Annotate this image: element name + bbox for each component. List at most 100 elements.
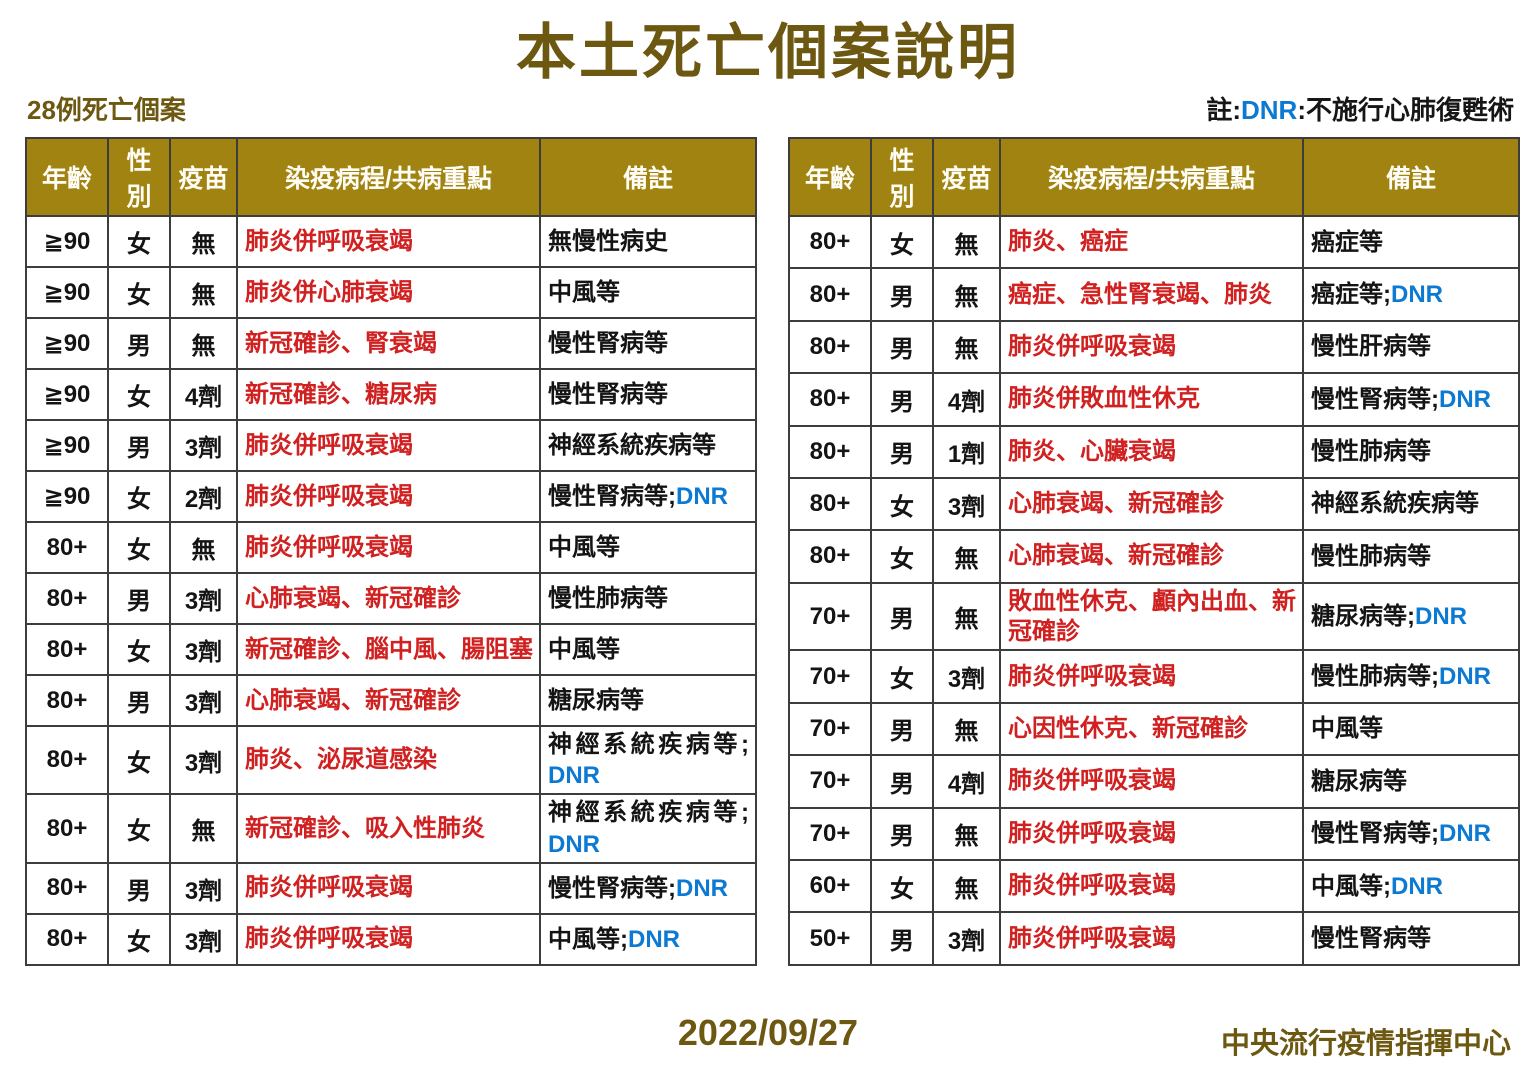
cell-sex: 男	[870, 754, 934, 809]
cell-vaccine: 3劑	[932, 476, 1001, 532]
table-row: 80+ 男 3劑 肺炎併呼吸衰竭 慢性腎病等;DNR	[25, 861, 757, 915]
cell-age: 50+	[788, 911, 872, 966]
cell-age: 80+	[788, 529, 872, 584]
table-row: ≧90 女無肺炎併心肺衰竭 中風等	[25, 266, 757, 319]
cell-course: 心肺衰竭、新冠確診	[236, 572, 541, 625]
cell-course: 肺炎併呼吸衰竭	[236, 215, 541, 268]
cell-age: 60+	[788, 858, 872, 914]
cell-course: 肺炎併敗血性休克	[999, 372, 1304, 427]
cell-sex: 女	[870, 529, 934, 584]
cell-remark: 神經系統疾病等; DNR	[539, 793, 757, 864]
cell-age: 70+	[788, 649, 872, 704]
cell-course: 肺炎併呼吸衰竭	[999, 319, 1304, 375]
cell-vaccine: 無	[169, 317, 238, 370]
cell-course: 肺炎併呼吸衰竭	[999, 649, 1304, 704]
table-row: 80+ 男無肺炎併呼吸衰竭 慢性肝病等	[788, 319, 1520, 375]
dnr-note-prefix: 註:	[1206, 95, 1241, 125]
cell-remark: 慢性腎病等;DNR	[1302, 806, 1520, 861]
cell-age: 80+	[25, 912, 109, 966]
cell-sex: 女	[870, 214, 934, 270]
cell-age: ≧90	[25, 215, 109, 268]
dnr-flag: DNR	[676, 482, 728, 510]
cell-sex: 女	[107, 368, 171, 421]
cell-remark: 中風等	[539, 266, 757, 319]
table-row: 60+ 女無肺炎併呼吸衰竭 中風等;DNR	[788, 858, 1520, 914]
remark-text: 神經系統疾病等;	[548, 731, 749, 758]
cell-course: 肺炎併呼吸衰竭	[999, 754, 1304, 809]
dnr-flag: DNR	[548, 762, 600, 790]
cell-age: 80+	[788, 319, 872, 375]
remark-text: 癌症等	[1311, 228, 1383, 256]
table-row: ≧90 男無新冠確診、腎衰竭 慢性腎病等	[25, 317, 757, 370]
cell-remark: 神經系統疾病等; DNR	[539, 724, 757, 796]
table-row: 80+ 女 3劑 心肺衰竭、新冠確診 神經系統疾病等	[788, 476, 1520, 532]
cell-course: 肺炎、癌症	[999, 214, 1304, 270]
cell-vaccine: 4劑	[932, 372, 1001, 427]
dnr-flag: DNR	[1439, 385, 1491, 413]
table-row: 80+ 女無肺炎併呼吸衰竭 中風等	[25, 521, 757, 574]
cell-course: 新冠確診、吸入性肺炎	[236, 793, 541, 864]
table-row: 80+ 男 3劑 心肺衰竭、新冠確診 慢性肺病等	[25, 572, 757, 625]
column-header: 備註	[1302, 137, 1520, 217]
cell-sex: 女	[870, 476, 934, 532]
remark-text: 中風等;	[1311, 872, 1391, 900]
cell-sex: 男	[870, 372, 934, 427]
cell-sex: 女	[107, 793, 171, 864]
cell-sex: 女	[107, 623, 171, 676]
cell-remark: 慢性腎病等;DNR	[539, 470, 757, 523]
cell-sex: 男	[870, 701, 934, 757]
remark-text: 中風等	[1311, 715, 1383, 743]
cell-vaccine: 無	[932, 214, 1001, 270]
cell-age: ≧90	[25, 419, 109, 472]
table-row: 80+ 男無癌症、急性腎衰竭、肺炎 癌症等;DNR	[788, 267, 1520, 322]
cell-remark: 慢性肺病等	[539, 572, 757, 625]
table-row: 80+ 女 3劑 肺炎併呼吸衰竭 中風等;DNR	[25, 912, 757, 966]
cell-sex: 男	[107, 317, 171, 370]
table-row: ≧90 女無肺炎併呼吸衰竭 無慢性病史	[25, 215, 757, 268]
dnr-flag: DNR	[628, 925, 680, 953]
cell-sex: 男	[870, 267, 934, 322]
cell-vaccine: 3劑	[169, 419, 238, 472]
cell-remark: 中風等;DNR	[539, 912, 757, 966]
cell-vaccine: 無	[932, 581, 1001, 652]
cell-course: 肺炎、泌尿道感染	[236, 724, 541, 796]
header-row: 年齡 性別 疫苗 染疫病程/共病重點 備註	[25, 137, 757, 217]
cell-age: 80+	[788, 476, 872, 532]
cell-vaccine: 3劑	[169, 572, 238, 625]
remark-text: 慢性腎病等;	[548, 482, 676, 510]
column-header: 染疫病程/共病重點	[236, 137, 541, 217]
dnr-flag: DNR	[1439, 820, 1491, 848]
remark-text: 中風等;	[548, 925, 628, 953]
cell-remark: 糖尿病等	[1302, 754, 1520, 809]
cell-course: 新冠確診、腦中風、腸阻塞	[236, 623, 541, 676]
remark-text: 無慢性病史	[548, 227, 668, 255]
cell-remark: 神經系統疾病等	[1302, 476, 1520, 532]
cell-sex: 女	[870, 858, 934, 914]
column-header: 疫苗	[169, 137, 238, 217]
dnr-note: 註:DNR:不施行心肺復甦術	[1206, 90, 1514, 127]
cell-vaccine: 無	[169, 793, 238, 864]
cell-vaccine: 3劑	[932, 911, 1001, 966]
remark-text: 神經系統疾病等	[548, 431, 716, 459]
footer: 2022/09/27 中央流行疫情指揮中心	[0, 1012, 1536, 1072]
cell-course: 敗血性休克、顱內出血、新冠確診	[999, 581, 1304, 652]
cell-course: 肺炎併心肺衰竭	[236, 266, 541, 319]
remark-text: 神經系統疾病等;	[548, 799, 749, 827]
cell-remark: 糖尿病等;DNR	[1302, 581, 1520, 652]
cell-sex: 男	[107, 861, 171, 915]
cell-vaccine: 3劑	[169, 912, 238, 966]
cell-remark: 慢性肝病等	[1302, 319, 1520, 375]
cell-age: 80+	[25, 861, 109, 915]
remark-text: 慢性腎病等;	[548, 874, 676, 902]
header-row: 年齡 性別 疫苗 染疫病程/共病重點 備註	[788, 137, 1520, 217]
table-row: 80+ 女無新冠確診、吸入性肺炎 神經系統疾病等; DNR	[25, 793, 757, 864]
dnr-flag: DNR	[1439, 663, 1491, 690]
tables-container: 年齡 性別 疫苗 染疫病程/共病重點 備註 ≧90 女無肺炎併呼吸衰竭 無慢性病史 ≧90 女無…	[0, 137, 1536, 966]
column-header: 備註	[539, 137, 757, 217]
remark-text: 中風等	[548, 533, 620, 561]
table-row: ≧90 男 3劑 肺炎併呼吸衰竭 神經系統疾病等	[25, 419, 757, 472]
cell-course: 肺炎、心臟衰竭	[999, 424, 1304, 479]
cell-sex: 女	[107, 470, 171, 523]
cell-course: 肺炎併呼吸衰竭	[236, 521, 541, 574]
remark-text: 糖尿病等	[1311, 767, 1407, 795]
